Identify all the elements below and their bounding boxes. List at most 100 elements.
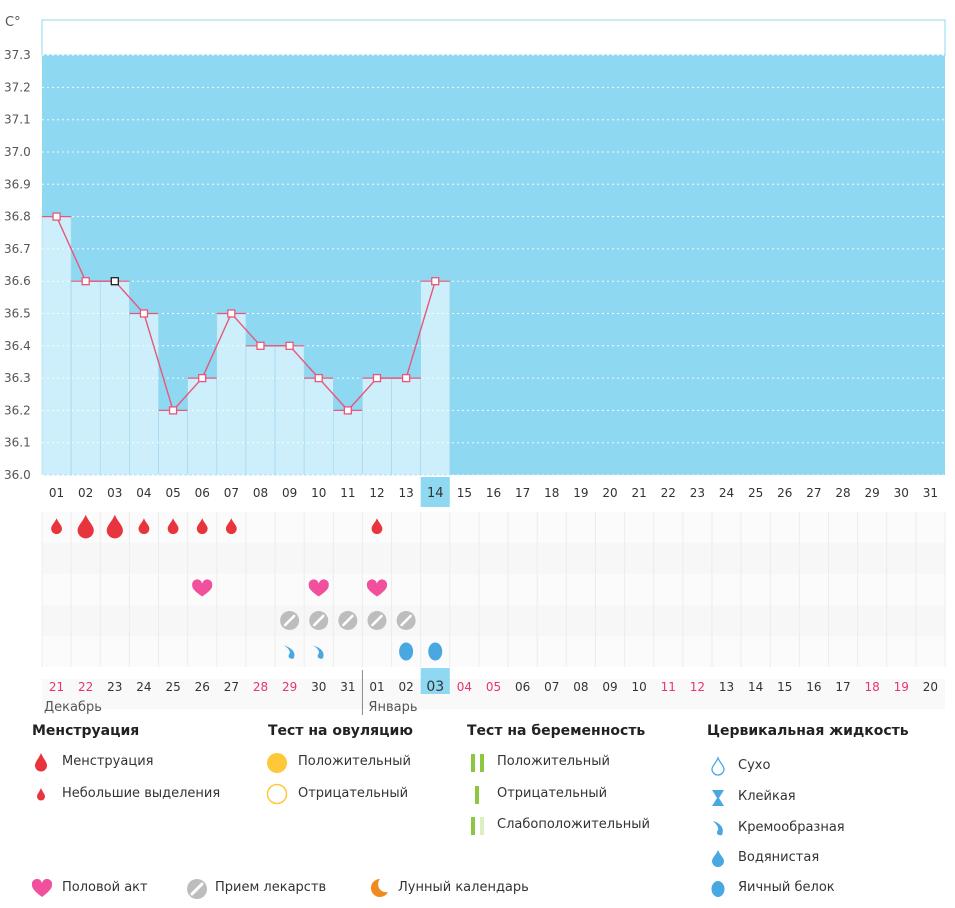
current-date-highlight xyxy=(420,668,450,694)
legend-fluid-dry: Сухо xyxy=(738,758,771,773)
temp-point xyxy=(52,212,61,221)
date-label: 18 xyxy=(865,680,880,694)
x-tick-label: 21 xyxy=(632,486,647,500)
legend-pregnancy-title: Тест на беременность xyxy=(467,723,646,739)
date-label: 10 xyxy=(632,680,647,694)
x-tick-label: 08 xyxy=(253,486,268,500)
temp-column xyxy=(391,377,421,476)
date-label: 13 xyxy=(719,680,734,694)
x-tick-label: 09 xyxy=(282,486,297,500)
y-tick-label: 37.3 xyxy=(4,48,31,62)
x-tick-label: 03 xyxy=(107,486,122,500)
y-tick-label: 36.2 xyxy=(4,403,31,417)
y-tick-label: 36.5 xyxy=(4,307,31,321)
x-tick-label: 20 xyxy=(602,486,617,500)
temp-point xyxy=(81,277,90,286)
legend-cervical-title: Цервикальная жидкость xyxy=(707,723,909,739)
dates-row-bg xyxy=(42,679,945,709)
medication-pill-mark xyxy=(342,614,354,627)
marker-row xyxy=(42,574,945,605)
plot-top-band xyxy=(41,19,946,56)
y-tick-label: 36.4 xyxy=(4,339,31,353)
menstruation-drop xyxy=(225,518,237,535)
pregnancy-positive-icon xyxy=(471,754,484,772)
date-label: 26 xyxy=(195,680,210,694)
date-label: 23 xyxy=(107,680,122,694)
x-tick-label: 29 xyxy=(865,486,880,500)
legend-fluid-egg-white: Яичный белок xyxy=(738,880,835,895)
date-label: 20 xyxy=(923,680,938,694)
x-tick-label: 25 xyxy=(748,486,763,500)
temp-column xyxy=(70,280,101,476)
date-label: 06 xyxy=(515,680,530,694)
x-tick-label: 16 xyxy=(486,486,501,500)
fluid-creamy-mark xyxy=(312,645,324,659)
legend-pregnancy-negative: Отрицательный xyxy=(497,786,608,801)
date-label: 27 xyxy=(224,680,239,694)
y-tick-label: 36.3 xyxy=(4,371,31,385)
intercourse-heart xyxy=(366,579,388,597)
month-label-january: Январь xyxy=(368,700,417,715)
date-label: 05 xyxy=(486,680,501,694)
temp-column xyxy=(420,280,451,476)
temp-point xyxy=(227,309,236,318)
x-tick-label: 31 xyxy=(923,486,938,500)
x-tick-label: 30 xyxy=(894,486,909,500)
x-tick-label: 15 xyxy=(457,486,472,500)
legend-ovulation-positive: Положительный xyxy=(298,754,411,769)
date-label: 01 xyxy=(369,680,384,694)
date-label: 04 xyxy=(457,680,472,694)
pregnancy-negative-icon xyxy=(475,786,479,804)
legend-fluid-sticky: Клейкая xyxy=(738,789,796,804)
temp-point xyxy=(168,406,178,415)
y-tick-label: 36.1 xyxy=(4,436,31,450)
x-tick-label: 27 xyxy=(806,486,821,500)
fluid-creamy-icon xyxy=(713,821,723,836)
intercourse-heart xyxy=(192,579,213,597)
temp-column xyxy=(99,280,130,476)
x-tick-label: 19 xyxy=(573,486,588,500)
bbt-chart: C° 36.0 36.1 36.2 36.3 36.4 36.5 36.6 36.7 36.8 36… xyxy=(4,15,946,715)
x-tick-label: 10 xyxy=(311,486,326,500)
x-tick-label: 05 xyxy=(165,486,180,500)
month-label-december: Декабрь xyxy=(44,700,102,715)
small-drop-icon xyxy=(37,788,45,801)
x-tick-label: 17 xyxy=(515,486,530,500)
temp-column xyxy=(362,377,392,476)
temp-point xyxy=(285,341,294,350)
x-tick-label: 04 xyxy=(136,486,151,500)
legend-ovulation-title: Тест на овуляцию xyxy=(268,723,413,739)
legend-pregnancy-positive: Положительный xyxy=(497,754,610,769)
date-label: 09 xyxy=(602,680,617,694)
date-label: 02 xyxy=(398,680,413,694)
temp-column xyxy=(129,313,159,476)
moon-icon xyxy=(370,878,388,897)
medication-pill-mark xyxy=(400,614,412,627)
marker-row xyxy=(42,636,945,667)
temp-point xyxy=(256,341,265,350)
x-tick-label: 24 xyxy=(719,486,734,500)
legend-fluid-creamy: Кремообразная xyxy=(738,820,845,835)
legend-pregnancy-faint: Слабоположительный xyxy=(497,817,650,832)
unit-label: C° xyxy=(5,15,21,30)
x-tick-label: 06 xyxy=(195,486,210,500)
legend-spotting-label: Небольшие выделения xyxy=(62,786,221,801)
menstruation-drop xyxy=(167,518,179,535)
intercourse-heart xyxy=(308,579,329,597)
x-tick-label: 12 xyxy=(369,486,384,500)
ovulation-positive-icon xyxy=(267,753,287,773)
x-tick-label: 11 xyxy=(340,486,355,500)
legend-intercourse: Половой акт xyxy=(62,880,148,895)
temp-point xyxy=(314,373,323,383)
temp-point xyxy=(110,277,119,286)
menstruation-drop xyxy=(51,518,62,535)
y-tick-label: 37.2 xyxy=(4,80,31,94)
date-label: 15 xyxy=(777,680,792,694)
legend-lunar-calendar: Лунный календарь xyxy=(398,880,529,895)
date-label: 08 xyxy=(573,680,588,694)
fluid-creamy-mark xyxy=(283,645,295,659)
y-tick-label: 37.1 xyxy=(4,113,31,127)
x-tick-label: 13 xyxy=(398,486,413,500)
medication-pill-mark xyxy=(371,614,383,627)
y-tick-label: 36.9 xyxy=(4,177,31,191)
